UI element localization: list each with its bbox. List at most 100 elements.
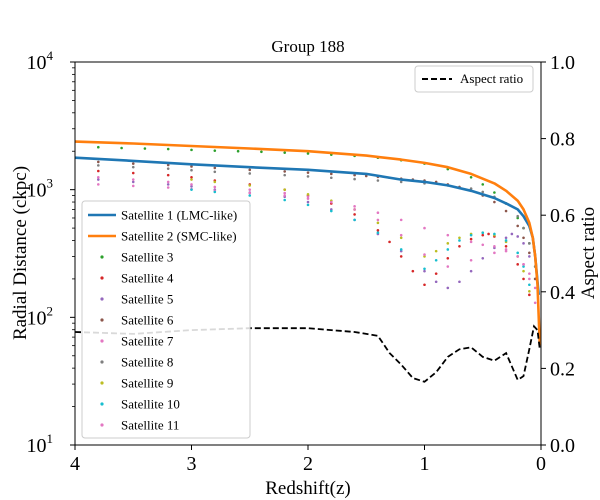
data-point [364,174,368,178]
data-point [423,255,426,258]
data-point [481,231,485,235]
data-point [493,191,496,194]
legend-label: Satellite 3 [121,250,173,265]
legend-label: Satellite 4 [121,271,174,286]
data-point [190,185,193,188]
data-point [248,194,252,197]
data-point [283,188,287,191]
data-point [143,147,147,150]
legend-label: Satellite 7 [121,334,174,349]
legend-item: Satellite 3 [100,250,173,265]
data-point [528,242,531,245]
y-right-tick-label: 0.4 [550,282,575,304]
data-point [522,226,525,230]
data-point [213,180,217,184]
data-point [213,149,217,152]
data-point [306,175,310,178]
data-point [376,179,380,182]
data-point [493,200,496,204]
data-point [131,171,135,175]
data-point [131,178,135,181]
data-point [283,170,287,173]
data-point [458,245,461,248]
y-left-tick-label: 103 [27,176,54,202]
data-point [522,236,525,240]
data-point [423,267,426,271]
legend-label: Satellite 2 (SMC-like) [121,229,237,244]
y-axis-title-right: Aspect ratio [578,207,599,299]
data-point [353,213,356,216]
data-point [481,190,485,194]
data-point [283,151,287,154]
data-point [353,205,356,208]
data-point [190,178,193,181]
data-point [376,231,380,235]
data-point [522,265,525,268]
data-point [469,233,473,237]
data-point [166,183,170,186]
legend-label: Satellite 10 [121,397,180,412]
data-point [131,184,135,188]
data-point [248,188,252,191]
data-point [97,145,100,149]
data-point [469,237,473,241]
data-point [97,169,100,173]
data-point [248,184,252,187]
series-satellite-10 [190,188,531,287]
data-point [481,257,485,260]
data-point [446,233,450,237]
data-point [166,186,170,189]
data-point [516,224,519,228]
data-point [446,286,450,290]
legend-item: Satellite 6 [100,313,174,328]
y-right-tick-label: 1.0 [550,52,575,74]
data-point [306,192,310,196]
data-point [97,175,100,179]
data-point [248,191,252,195]
data-point [131,162,135,165]
data-point [120,146,123,150]
data-point [458,239,461,242]
data-point [446,265,450,268]
data-point [434,249,438,253]
data-point [469,269,473,273]
data-point [330,200,333,204]
data-point [487,232,490,236]
data-point [469,187,473,190]
data-point [469,240,473,244]
data-point [522,263,525,266]
data-point [522,242,525,245]
legend-swatch-point [100,360,104,364]
legend-item: Satellite 4 [100,271,174,286]
data-point [528,251,531,255]
data-point [376,211,380,215]
data-point [213,185,217,189]
data-point [190,188,193,191]
legend-label: Satellite 6 [121,313,174,328]
data-point [388,240,391,244]
legend-item: Satellite 11 [100,418,179,433]
y-left-tick-label: 101 [27,431,54,457]
data-point [166,147,170,151]
legend-label: Satellite 8 [121,355,173,370]
data-point [481,243,485,247]
y-right-tick-label: 0.8 [550,129,575,151]
data-point [528,255,531,258]
data-point [260,150,263,154]
legend-item: Satellite 7 [100,334,174,349]
y-right-tick-label: 0.6 [550,205,575,227]
x-tick-label: 2 [303,453,313,475]
legend-aspect: Aspect ratio [414,65,534,93]
data-point [376,229,380,232]
data-point [458,280,461,284]
data-point [423,253,426,256]
legend-aspect-box [414,65,534,93]
data-point [213,166,217,170]
legend-main-box [81,200,251,439]
data-point [434,258,438,262]
data-point [97,183,100,186]
data-point [213,190,217,194]
data-point [469,175,473,179]
data-point [411,269,415,273]
